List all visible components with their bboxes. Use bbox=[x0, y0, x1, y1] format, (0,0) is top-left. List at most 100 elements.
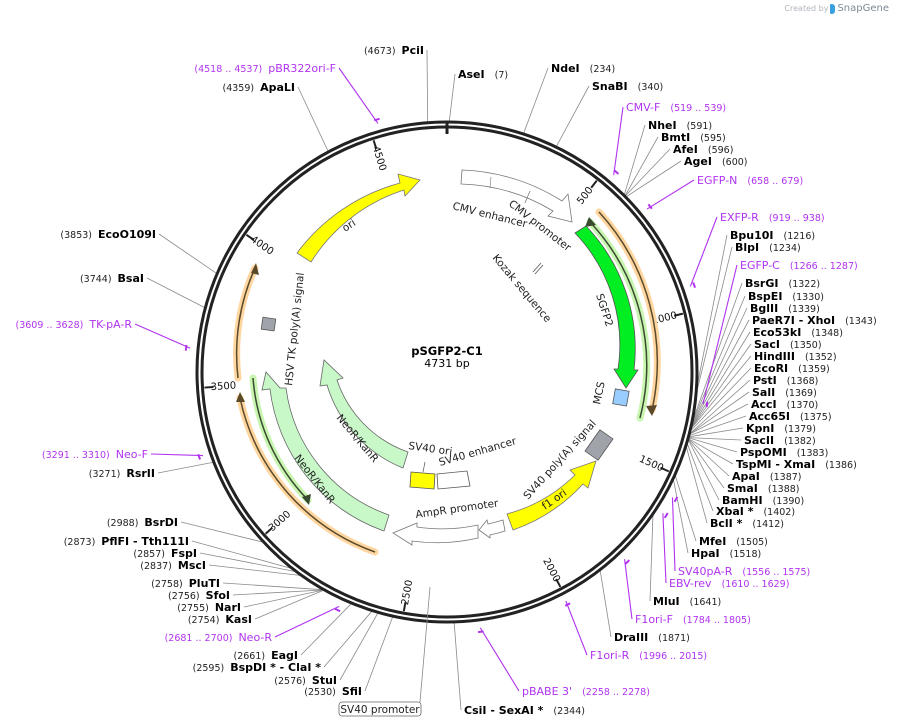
svg-text:(4673)PciI: (4673) PciI bbox=[364, 44, 424, 57]
enzyme-label[interactable]: MluI (1641) bbox=[653, 595, 721, 608]
enzyme-label[interactable]: AccI (1370) bbox=[751, 398, 818, 411]
enzyme-label[interactable]: DraIII (1871) bbox=[614, 631, 690, 644]
label-kozak: Kozak sequence bbox=[490, 252, 554, 325]
primer-label[interactable]: EGFP-N (658 .. 679) bbox=[697, 174, 803, 187]
enzyme-label[interactable]: SacII (1382) bbox=[744, 434, 816, 447]
enzyme-label[interactable]: BmtI (595) bbox=[661, 131, 726, 144]
svg-text:NdeI(234): NdeI (234) bbox=[551, 62, 615, 75]
feature-mcs[interactable] bbox=[612, 388, 630, 407]
enzyme-label[interactable]: (2857) FspI bbox=[133, 547, 197, 560]
sv40-promoter-label[interactable]: SV40 promoter bbox=[338, 701, 422, 717]
enzyme-label[interactable]: NheI (591) bbox=[648, 119, 712, 132]
enzyme-label[interactable]: (3744) BsaI bbox=[80, 272, 144, 285]
svg-text:AfeI(596): AfeI (596) bbox=[673, 143, 733, 156]
enzyme-label[interactable]: (4673) PciI bbox=[364, 44, 424, 57]
enzyme-label[interactable]: (4359) ApaLI bbox=[222, 81, 295, 94]
enzyme-label[interactable]: SmaI (1388) bbox=[727, 482, 800, 495]
enzyme-label[interactable]: (3853) EcoO109I bbox=[60, 228, 156, 241]
primer-label[interactable]: EXFP-R (919 .. 938) bbox=[720, 211, 825, 224]
feature-sv40-polya[interactable] bbox=[584, 429, 614, 461]
enzyme-label[interactable]: PspOMI (1383) bbox=[740, 446, 828, 459]
svg-text:MluI(1641): MluI (1641) bbox=[653, 595, 721, 608]
label-mcs: MCS bbox=[591, 380, 608, 405]
svg-text:(4518 .. 4537)pBR322ori-F: (4518 .. 4537) pBR322ori-F bbox=[194, 62, 336, 75]
svg-text:(3744)BsaI: (3744) BsaI bbox=[80, 272, 144, 285]
primer-label[interactable]: EGFP-C (1266 .. 1287) bbox=[740, 259, 858, 272]
feature-cmv-promoter[interactable] bbox=[460, 169, 573, 223]
svg-text:(3853)EcoO109I: (3853) EcoO109I bbox=[60, 228, 156, 241]
feature-ampr-promoter[interactable] bbox=[392, 522, 479, 546]
primer-label[interactable]: (3609 .. 3628) TK-pA-R bbox=[16, 318, 133, 331]
enzyme-label[interactable]: BclI * (1412) bbox=[710, 517, 784, 530]
feature-neor-inner[interactable] bbox=[319, 359, 409, 469]
svg-text:(2837)MscI: (2837) MscI bbox=[140, 559, 206, 572]
enzyme-label[interactable]: PstI (1368) bbox=[753, 374, 818, 387]
enzyme-label[interactable]: PaeR7I - XhoI (1343) bbox=[752, 314, 877, 327]
enzyme-label[interactable]: BsrGI (1322) bbox=[745, 277, 820, 290]
feature-neor-outer[interactable] bbox=[261, 371, 390, 532]
enzyme-label[interactable]: BamHI (1390) bbox=[722, 494, 804, 507]
enzyme-label[interactable]: EcoRI (1359) bbox=[754, 362, 830, 375]
enzyme-label[interactable]: (2595) BspDI * - ClaI * bbox=[193, 661, 322, 674]
enzyme-label[interactable]: ApaI (1387) bbox=[732, 470, 802, 483]
svg-text:(3271)RsrII: (3271) RsrII bbox=[89, 467, 155, 480]
enzyme-label[interactable]: (2758) PluTI bbox=[151, 577, 220, 590]
enzyme-label[interactable]: Acc65I (1375) bbox=[749, 410, 832, 423]
enzyme-label[interactable]: (2755) NarI bbox=[177, 601, 241, 614]
feature-sv40-enhancer[interactable] bbox=[436, 470, 471, 490]
enzyme-label[interactable]: (2530) SfiI bbox=[304, 685, 362, 698]
enzyme-label[interactable]: SalI (1369) bbox=[752, 386, 817, 399]
enzyme-label[interactable]: CsiI - SexAI * (2344) bbox=[464, 704, 585, 717]
tick-label: 3000 bbox=[267, 509, 293, 534]
enzyme-label[interactable]: KpnI (1379) bbox=[746, 422, 816, 435]
enzyme-label[interactable]: (2837) MscI bbox=[140, 559, 206, 572]
enzyme-label[interactable]: AfeI (596) bbox=[673, 143, 733, 156]
primer-label[interactable]: F1ori-R (1996 .. 2015) bbox=[590, 649, 707, 662]
orf-arrows bbox=[233, 208, 661, 556]
enzyme-label[interactable]: SacI (1350) bbox=[754, 338, 822, 351]
enzyme-label[interactable]: AseI (7) bbox=[458, 68, 508, 81]
enzyme-label[interactable]: BspEI (1330) bbox=[748, 290, 824, 303]
primer-label[interactable]: CMV-F (519 .. 539) bbox=[626, 101, 726, 114]
enzyme-label[interactable]: (2988) BsrDI bbox=[107, 516, 178, 529]
primer-label[interactable]: SV40pA-R (1556 .. 1575) bbox=[678, 565, 810, 578]
enzyme-label[interactable]: NdeI (234) bbox=[551, 62, 615, 75]
svg-text:SacI(1350): SacI (1350) bbox=[754, 338, 822, 351]
enzyme-label[interactable]: Bpu10I (1216) bbox=[730, 229, 815, 242]
enzyme-label[interactable]: AgeI (600) bbox=[684, 155, 748, 168]
primer-label[interactable]: (4518 .. 4537) pBR322ori-F bbox=[194, 62, 336, 75]
enzyme-label[interactable]: TspMI - XmaI (1386) bbox=[736, 458, 857, 471]
enzyme-label[interactable]: BglII (1339) bbox=[750, 302, 820, 315]
enzyme-label[interactable]: XbaI * (1402) bbox=[716, 505, 795, 518]
enzyme-label[interactable]: (2873) PflFI - Tth111I bbox=[64, 535, 189, 548]
credit-prefix: Created by bbox=[784, 4, 829, 13]
primer-label[interactable]: pBABE 3' (2258 .. 2278) bbox=[522, 685, 650, 698]
enzyme-label[interactable]: HpaI (1518) bbox=[691, 547, 761, 560]
enzyme-label[interactable]: BlpI (1234) bbox=[735, 241, 801, 254]
enzyme-label[interactable]: MfeI (1505) bbox=[699, 535, 768, 548]
svg-text:AseI(7): AseI (7) bbox=[458, 68, 508, 81]
feature-f1-ori[interactable] bbox=[506, 460, 597, 531]
enzyme-label[interactable]: HindIII (1352) bbox=[754, 350, 837, 363]
enzyme-label[interactable]: (2661) EagI bbox=[234, 649, 299, 662]
feature-ampr-promoter-small[interactable] bbox=[478, 519, 506, 539]
svg-text:F1ori-F(1784 .. 1805): F1ori-F (1784 .. 1805) bbox=[635, 613, 751, 626]
feature-sgfp2[interactable] bbox=[574, 225, 639, 389]
svg-text:(2681 .. 2700)Neo-R: (2681 .. 2700) Neo-R bbox=[165, 631, 273, 644]
enzyme-label[interactable]: SnaBI (340) bbox=[592, 80, 663, 93]
feature-sv40-ori[interactable] bbox=[409, 471, 436, 490]
primer-label[interactable]: EBV-rev (1610 .. 1629) bbox=[669, 577, 789, 590]
feature-ori[interactable] bbox=[296, 173, 421, 263]
enzyme-label[interactable]: (2576) StuI bbox=[274, 674, 337, 687]
enzyme-label[interactable]: (2754) KasI bbox=[188, 613, 252, 626]
primer-label[interactable]: (3291 .. 3310) Neo-F bbox=[42, 448, 148, 461]
svg-text:EGFP-N(658 .. 679): EGFP-N (658 .. 679) bbox=[697, 174, 803, 187]
enzyme-label[interactable]: Eco53kI (1348) bbox=[753, 326, 843, 339]
primer-label[interactable]: (2681 .. 2700) Neo-R bbox=[165, 631, 273, 644]
primer-label[interactable]: F1ori-F (1784 .. 1805) bbox=[635, 613, 751, 626]
feature-hsv-tk-polya[interactable] bbox=[260, 316, 277, 332]
enzyme-label[interactable]: (3271) RsrII bbox=[89, 467, 155, 480]
enzyme-label[interactable]: (2756) SfoI bbox=[168, 589, 230, 602]
svg-text:NheI(591): NheI (591) bbox=[648, 119, 712, 132]
tick-label: 1500 bbox=[637, 454, 665, 474]
